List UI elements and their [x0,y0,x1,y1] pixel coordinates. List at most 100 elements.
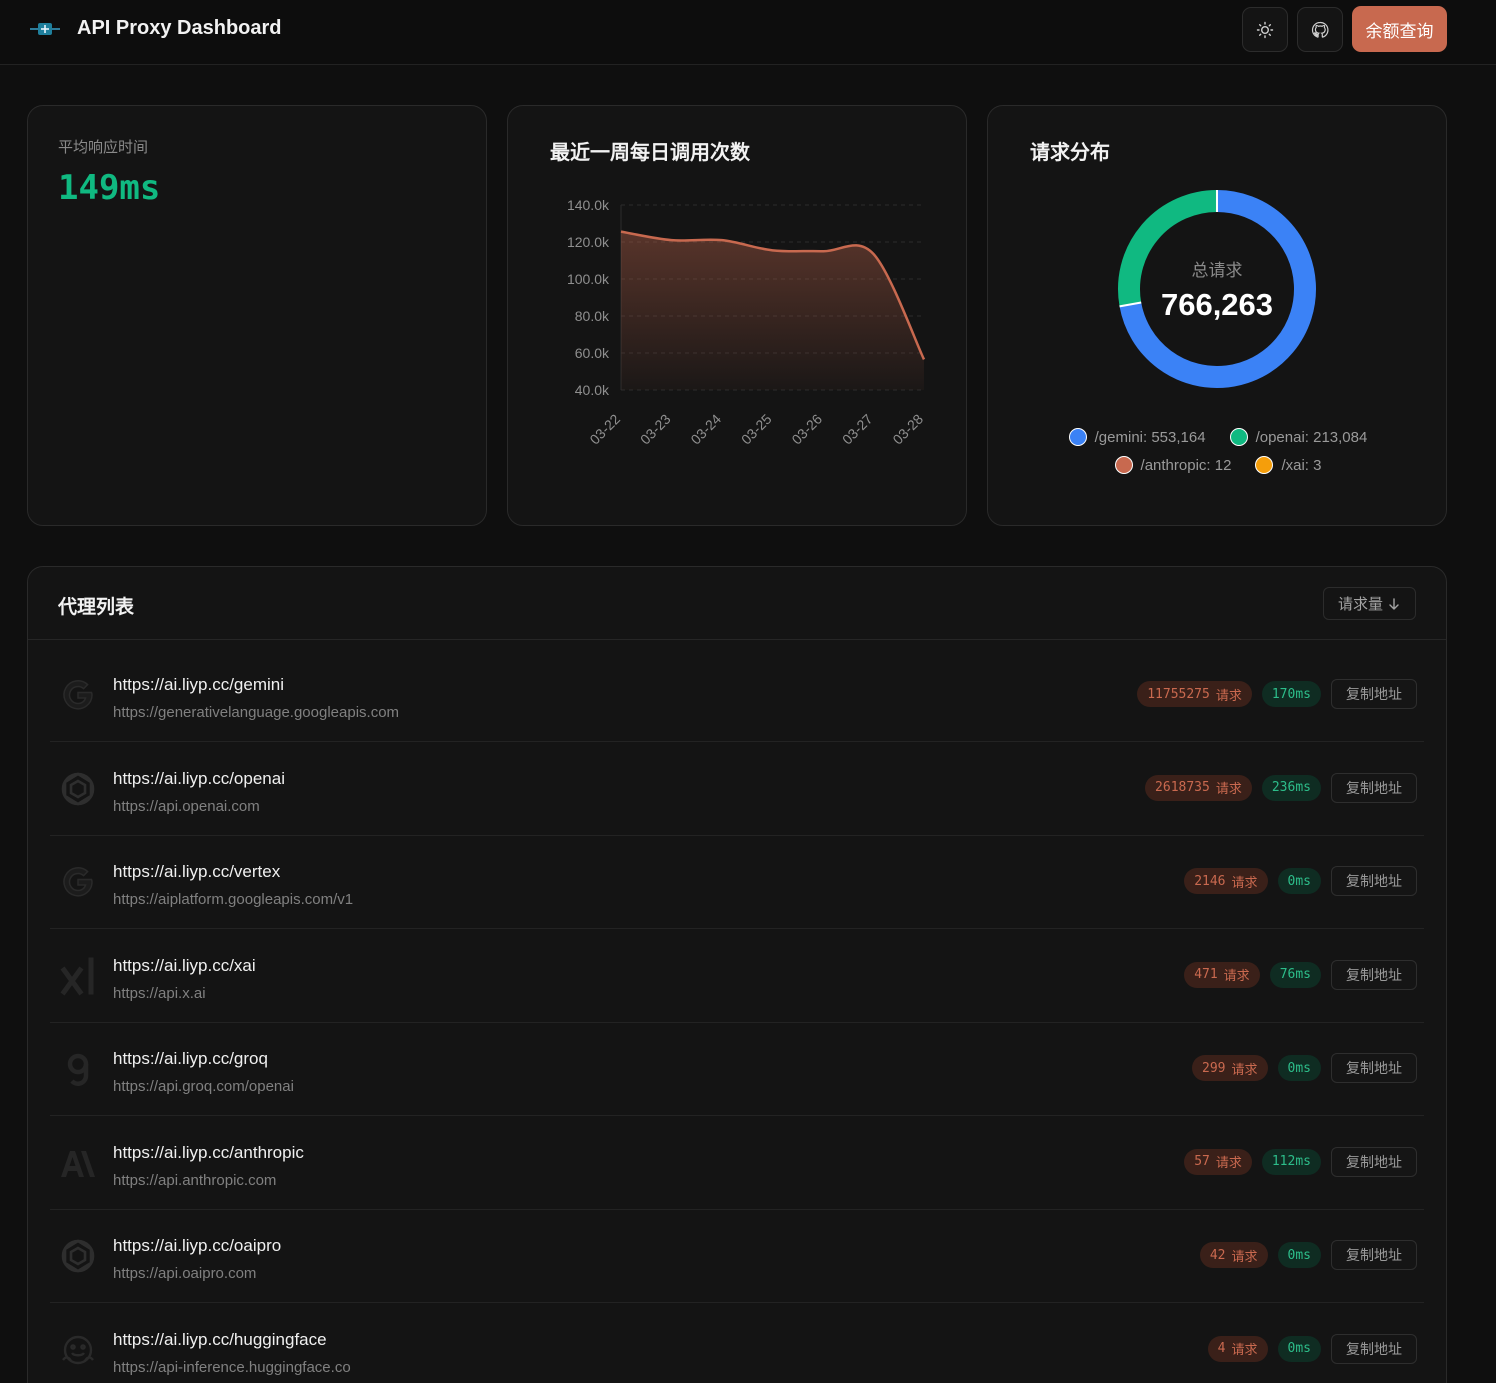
avg-response-label: 平均响应时间 [58,139,149,156]
proxy-url[interactable]: https://ai.liyp.cc/xai [113,955,256,975]
latency-badge: 0ms [1277,868,1321,894]
latency-badge: 0ms [1277,1242,1321,1268]
arrow-down-icon [1389,597,1399,610]
donut-center-label: 总请求 [1192,261,1243,280]
latency-badge: 236ms [1261,774,1321,801]
proxy-row[interactable]: https://ai.liyp.cc/gemini https://generat… [50,649,1424,742]
request-count: 11755275 [1147,686,1210,702]
request-distribution-card: 请求分布 总请求 766,263 /gemini: 553,164 /opena… [987,105,1447,526]
avg-response-value: 149ms [58,168,161,208]
request-count-badge: 471 请求 [1184,961,1260,988]
request-count-badge: 42 请求 [1199,1242,1268,1268]
proxy-url[interactable]: https://ai.liyp.cc/anthropic [113,1142,304,1162]
sort-by-requests-button[interactable]: 请求量 [1322,587,1416,620]
copy-address-button[interactable]: 复制地址 [1331,866,1417,896]
github-button[interactable] [1297,7,1343,52]
proxy-row[interactable]: https://ai.liyp.cc/openai https://api.ope… [50,743,1424,836]
x-tick-label: 03-27 [839,411,876,448]
legend-dot [1114,456,1133,474]
proxy-target: https://api.groq.com/openai [113,1078,294,1095]
request-count: 471 [1194,967,1218,982]
x-tick-label: 03-24 [687,411,724,448]
legend-label: /openai: 213,084 [1255,428,1368,446]
proxy-row[interactable]: https://ai.liyp.cc/oaipro https://api.oai… [50,1210,1424,1303]
request-count-badge: 11755275 请求 [1137,681,1252,707]
row-actions: 2618735 请求 236ms 复制地址 [1145,772,1417,803]
proxy-url[interactable]: https://ai.liyp.cc/huggingface [113,1329,327,1349]
y-tick-label: 120.0k [567,234,610,250]
copy-address-button[interactable]: 复制地址 [1331,1240,1417,1270]
proxy-target: https://api.anthropic.com [113,1171,277,1189]
distribution-title: 请求分布 [1030,142,1110,164]
copy-address-button[interactable]: 复制地址 [1331,772,1417,803]
proxy-url[interactable]: https://ai.liyp.cc/gemini [113,675,285,694]
legend-item-gemini[interactable]: /gemini: 553,164 [1068,428,1206,446]
donut-slice-openai[interactable] [1118,190,1218,307]
proxy-row[interactable]: https://ai.liyp.cc/huggingface https://ap… [50,1304,1424,1383]
proxy-target: https://aiplatform.googleapis.com/v1 [113,891,354,908]
weekly-calls-title: 最近一周每日调用次数 [550,142,750,164]
proxy-row[interactable]: https://ai.liyp.cc/xai https://api.x.ai 47… [50,930,1424,1023]
proxy-row[interactable]: https://ai.liyp.cc/groq https://api.groq.… [50,1023,1424,1116]
proxy-target: https://api.oaipro.com [113,1265,257,1282]
distribution-donut-chart: 总请求 766,263 [1118,189,1316,388]
copy-address-button[interactable]: 复制地址 [1331,679,1417,709]
google-icon [58,675,98,715]
legend-item-xai[interactable]: /xai: 3 [1255,456,1321,474]
quota-query-button[interactable]: 余额查询 [1352,6,1447,52]
huggingface-icon [58,1330,98,1370]
avg-response-card: 平均响应时间 149ms [27,105,487,526]
request-unit: 请求 [1215,781,1242,796]
request-count-badge: 299 请求 [1192,1055,1268,1081]
app-logo-icon [30,23,60,35]
area-fill [621,231,924,390]
legend-item-anthropic[interactable]: /anthropic: 12 [1114,456,1232,474]
row-actions: 57 请求 112ms 复制地址 [1184,1146,1417,1177]
request-count-badge: 4 请求 [1207,1335,1268,1362]
slice-separator [1119,301,1142,308]
sun-icon [1256,21,1274,38]
request-unit: 请求 [1231,874,1258,890]
copy-address-button[interactable]: 复制地址 [1331,1053,1417,1083]
legend-item-openai[interactable]: /openai: 213,084 [1229,428,1368,446]
y-tick-label: 60.0k [575,345,610,361]
latency-badge: 0ms [1277,1055,1321,1081]
proxy-url[interactable]: https://ai.liyp.cc/oaipro [113,1236,282,1255]
legend-dot [1229,428,1248,446]
proxy-row[interactable]: https://ai.liyp.cc/vertex https://aiplatf… [50,836,1424,929]
copy-address-button[interactable]: 复制地址 [1331,959,1417,990]
copy-address-button[interactable]: 复制地址 [1331,1146,1417,1177]
proxy-url[interactable]: https://ai.liyp.cc/groq [113,1049,268,1068]
row-actions: 471 请求 76ms 复制地址 [1184,959,1417,990]
request-count: 299 [1202,1060,1226,1076]
openai-icon [58,1236,98,1276]
row-actions: 2146 请求 0ms 复制地址 [1184,866,1417,896]
row-actions: 4 请求 0ms 复制地址 [1207,1333,1417,1364]
copy-address-button[interactable]: 复制地址 [1331,1333,1417,1364]
legend-label: /xai: 3 [1281,456,1322,474]
proxy-url[interactable]: https://ai.liyp.cc/vertex [113,862,281,881]
distribution-legend: /gemini: 553,164 /openai: 213,084 /anthr… [988,428,1448,474]
proxy-url[interactable]: https://ai.liyp.cc/openai [113,768,285,788]
request-count-badge: 57 请求 [1184,1148,1252,1175]
top-bar: API Proxy Dashboard 余额查询 [0,0,1496,65]
legend-dot [1255,456,1274,474]
theme-toggle-button[interactable] [1242,7,1288,52]
proxy-target: https://api.x.ai [113,984,206,1002]
proxy-target: https://generativelanguage.googleapis.co… [113,704,400,721]
github-icon [1311,21,1329,38]
latency-badge: 76ms [1269,961,1321,988]
request-count: 57 [1194,1154,1210,1169]
request-count: 2146 [1194,873,1226,889]
legend-label: /anthropic: 12 [1140,456,1232,474]
request-count-badge: 2146 请求 [1184,868,1268,894]
x-tick-label: 03-22 [586,411,623,448]
row-actions: 299 请求 0ms 复制地址 [1192,1053,1417,1083]
legend-dot [1068,428,1087,446]
row-actions: 42 请求 0ms 复制地址 [1199,1240,1417,1270]
proxy-row[interactable]: https://ai.liyp.cc/anthropic https://api.… [50,1117,1424,1210]
donut-slice-gemini[interactable] [1119,190,1316,388]
row-actions: 11755275 请求 170ms 复制地址 [1137,679,1417,709]
y-tick-label: 40.0k [575,382,610,398]
proxy-list-title: 代理列表 [58,597,135,618]
